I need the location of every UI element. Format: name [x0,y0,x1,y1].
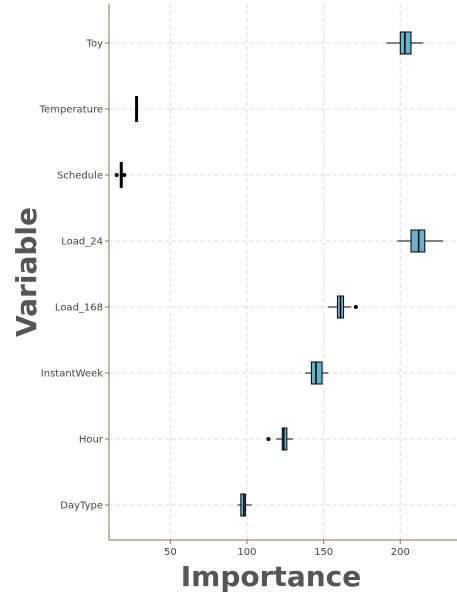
y-tick-label: Load_24 [61,237,103,248]
y-tick-label: Load_168 [55,303,103,314]
grid-lines [109,4,457,540]
axes [108,4,457,541]
y-tick-label: Toy [86,39,104,50]
y-tick-label: InstantWeek [41,369,103,380]
box-load_24 [397,229,444,253]
y-tick-label: Temperature [39,105,103,116]
box-load_168 [328,295,358,319]
x-tick-label: 200 [391,547,410,558]
box-rect [410,229,426,253]
outlier-point [353,305,358,309]
x-tick-label: 50 [164,547,177,558]
outlier-point [114,173,119,177]
x-tick-label: 100 [237,547,256,558]
box-rect [310,361,323,385]
y-tick-label: Schedule [57,171,103,182]
x-tick-label: 150 [314,547,333,558]
outlier-point [122,173,127,177]
y-tick-label: Hour [79,435,104,446]
box-instantweek [305,361,329,385]
boxes [114,31,444,517]
y-tick-label: DayType [60,501,103,512]
box-daytype [237,493,252,517]
box-rect [399,31,412,55]
y-axis-title: Variable [10,207,43,337]
x-axis-title: Importance [181,560,361,593]
box-rect [281,427,288,451]
box-hour [266,427,293,451]
box-toy [386,31,424,55]
outlier-point [266,437,271,441]
box-rect [240,493,246,517]
box-schedule [114,162,127,188]
tick-labels: 50 100 150 200 Toy Temperature Schedule Load_24… [39,39,410,559]
